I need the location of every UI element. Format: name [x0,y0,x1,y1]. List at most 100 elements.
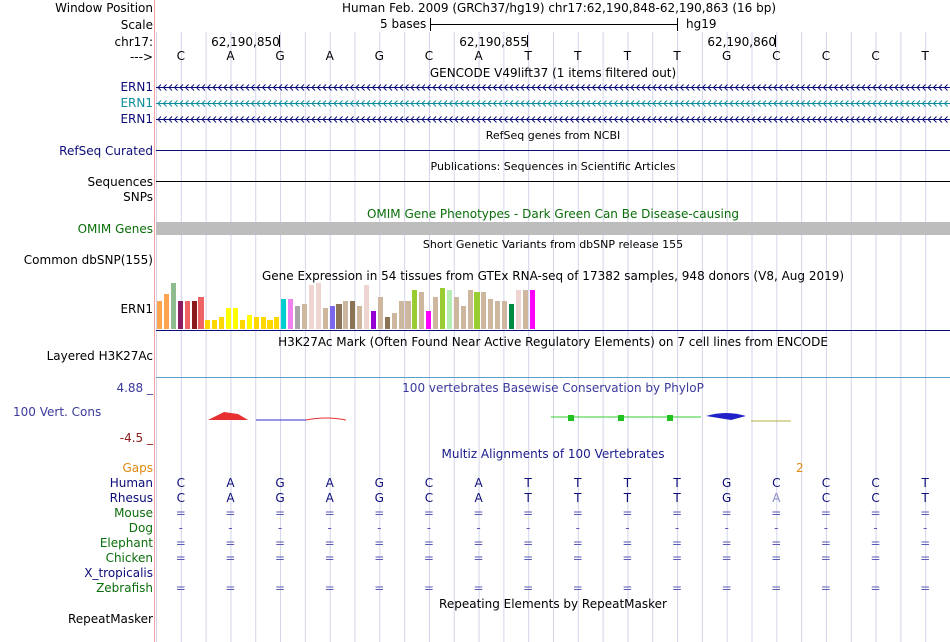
alignment-base: = [225,551,236,565]
gtex-tissue-bar[interactable] [315,283,321,329]
gtex-tissue-bar[interactable] [260,317,266,329]
species-label[interactable]: Zebrafish [96,581,153,595]
gtex-tissue-bar[interactable] [205,320,211,329]
gtex-tissue-bar[interactable] [308,285,314,329]
gtex-tissue-bar[interactable] [232,308,239,329]
gtex-tissue-bar[interactable] [405,301,411,329]
species-label[interactable]: Elephant [99,536,153,550]
species-label[interactable]: Chicken [105,551,153,565]
alignment-base: = [225,536,236,550]
conservation-plot[interactable] [156,400,950,440]
gtex-tissue-bar[interactable] [281,299,287,329]
gtex-tissue-bar[interactable] [239,320,245,329]
gtex-tissue-bar[interactable] [460,306,466,329]
gtex-tissue-bar[interactable] [170,283,176,329]
alignment-base: = [523,506,534,520]
gtex-tissue-bar[interactable] [502,301,508,329]
gtex-tissue-bar[interactable] [377,297,383,329]
gtex-tissue-bar[interactable] [522,290,528,329]
gtex-gene-label[interactable]: ERN1 [120,302,153,316]
alignment-base: C [821,491,831,505]
alignment-base: = [225,581,236,595]
gtex-tissue-bar[interactable] [226,308,232,329]
gtex-tissue-bar[interactable] [322,308,328,329]
alignment-base: - [228,521,233,535]
conservation-label[interactable]: 100 Vert. Cons [13,405,102,419]
gtex-tissue-bar[interactable] [301,304,308,329]
species-label[interactable]: Human [109,476,153,490]
gtex-tissue-bar[interactable] [481,292,487,329]
gtex-tissue-bar[interactable] [191,301,197,329]
gtex-tissue-bar[interactable] [495,301,501,329]
alignment-base: A [474,491,483,505]
gtex-tissue-bar[interactable] [198,297,204,329]
alignment-base: G [722,476,732,490]
h3k27ac-label[interactable]: Layered H3K27Ac [46,349,153,363]
alignment-base: C [176,491,185,505]
gtex-tissue-bar[interactable] [350,301,356,329]
alignment-base: A [474,476,483,490]
gtex-tissue-bar[interactable] [343,301,349,329]
gtex-tissue-bar[interactable] [253,317,259,329]
gtex-tissue-bar[interactable] [433,297,439,329]
alignment-base: - [774,521,779,535]
gtex-tissue-bar[interactable] [219,317,225,329]
gencode-gene-label[interactable]: ERN1 [120,96,153,110]
species-label[interactable]: Mouse [114,506,153,520]
gtex-tissue-bar[interactable] [177,301,183,329]
gtex-tissue-bar[interactable] [157,301,163,329]
gtex-tissue-bar[interactable] [184,301,190,329]
gtex-tissue-bar[interactable] [357,306,363,329]
gtex-tissue-bar[interactable] [364,285,370,329]
gtex-tissue-bar[interactable] [488,299,494,329]
ruler-tick-mark [775,35,777,47]
label-separator[interactable] [154,0,155,642]
gtex-tissue-bar[interactable] [274,317,280,329]
gtex-tissue-bar[interactable] [384,317,390,329]
alignment-base: = [374,536,385,550]
species-label[interactable]: Rhesus [109,491,153,505]
gtex-tissue-bar[interactable] [391,313,397,329]
alignment-base: - [327,521,332,535]
gtex-tissue-bar[interactable] [398,301,404,329]
sequences-line[interactable] [156,181,950,182]
gtex-tissue-bar[interactable] [212,320,218,329]
gtex-tissue-bar[interactable] [426,311,432,329]
gtex-tissue-bar[interactable] [370,311,377,329]
gtex-tissue-bar[interactable] [439,288,446,329]
alignment-base: = [572,536,583,550]
gtex-tissue-bar[interactable] [295,306,301,329]
ruler-tick-label: 62,190,855 [459,35,528,49]
repeatmasker-label[interactable]: RepeatMasker [67,612,153,626]
dbsnp-label[interactable]: Common dbSNP(155) [23,253,153,267]
omim-gene-bar[interactable] [156,222,950,235]
refseq-curated-label[interactable]: RefSeq Curated [59,144,153,158]
gencode-gene-label[interactable]: ERN1 [120,112,153,126]
alignment-base: = [771,506,782,520]
sequences-label[interactable]: Sequences [87,175,153,189]
gtex-tissue-bar[interactable] [453,297,459,329]
gtex-tissue-bar[interactable] [329,306,335,329]
snps-label[interactable]: SNPs [123,190,153,204]
gtex-tissue-bar[interactable] [163,294,170,329]
gtex-tissue-bar[interactable] [412,290,418,329]
gencode-gene-label[interactable]: ERN1 [120,80,153,94]
gtex-tissue-bar[interactable] [336,304,342,329]
species-label[interactable]: Dog [128,521,153,535]
alignment-base: = [721,506,732,520]
gtex-tissue-bar[interactable] [288,299,294,329]
gtex-tissue-bar[interactable] [446,290,452,329]
gtex-tissue-bar[interactable] [508,304,515,329]
species-label[interactable]: X_tropicalis [84,566,153,580]
gtex-tissue-bar[interactable] [529,290,535,329]
gtex-tissue-bar[interactable] [267,320,273,329]
gtex-tissue-bar[interactable] [474,292,480,329]
gtex-tissue-bar[interactable] [515,290,521,329]
refseq-gene-line[interactable] [156,150,950,151]
omim-genes-label[interactable]: OMIM Genes [77,222,153,236]
gtex-tissue-bar[interactable] [419,292,425,329]
gtex-tissue-bar[interactable] [246,315,252,329]
alignment-base: - [277,521,283,535]
alignment-base: - [526,521,531,535]
gtex-tissue-bar[interactable] [467,290,473,329]
